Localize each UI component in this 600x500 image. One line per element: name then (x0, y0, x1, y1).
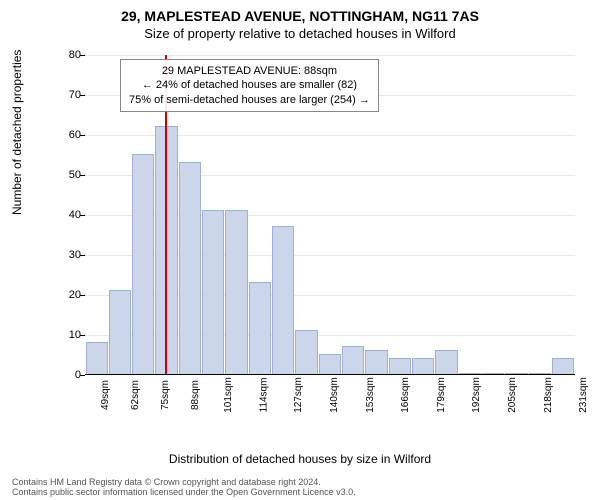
x-tick-label: 114sqm (258, 378, 269, 413)
histogram-bar (109, 290, 131, 374)
x-labels: 49sqm62sqm75sqm88sqm101sqm114sqm127sqm14… (85, 377, 575, 388)
y-tick-label: 50 (53, 169, 81, 181)
histogram-bar (435, 350, 457, 374)
copyright-notice: Contains HM Land Registry data © Crown c… (12, 477, 356, 497)
infobox-line3: 75% of semi-detached houses are larger (… (129, 93, 370, 107)
histogram-bar (389, 358, 411, 374)
x-tick-label: 127sqm (293, 377, 304, 413)
x-tick-label: 218sqm (542, 377, 553, 413)
histogram-bar (272, 226, 294, 374)
y-tick-label: 60 (53, 129, 81, 141)
x-tick-label: 192sqm (471, 377, 482, 413)
histogram-bar (86, 342, 108, 374)
histogram-bar (202, 210, 224, 374)
x-tick-label: 153sqm (364, 377, 375, 413)
chart-container: 29 MAPLESTEAD AVENUE: 88sqm ← 24% of det… (55, 55, 575, 415)
histogram-bar (552, 358, 574, 374)
histogram-bar (529, 373, 551, 374)
histogram-bar (295, 330, 317, 374)
histogram-bar (225, 210, 247, 374)
histogram-bar (249, 282, 271, 374)
x-tick-label: 88sqm (190, 380, 201, 410)
page-title: 29, MAPLESTEAD AVENUE, NOTTINGHAM, NG11 … (0, 0, 600, 24)
y-tick-label: 20 (53, 289, 81, 301)
y-tick-label: 70 (53, 89, 81, 101)
histogram-bar (179, 162, 201, 374)
x-tick-label: 140sqm (329, 377, 340, 413)
y-axis-title: Number of detached properties (10, 50, 24, 215)
y-tick-label: 0 (53, 369, 81, 381)
histogram-bar (505, 373, 527, 374)
histogram-bar (342, 346, 364, 374)
histogram-bar (482, 373, 504, 374)
y-tick-label: 30 (53, 249, 81, 261)
histogram-bar (365, 350, 387, 374)
x-tick-label: 205sqm (507, 377, 518, 413)
page-subtitle: Size of property relative to detached ho… (0, 26, 600, 41)
histogram-bar (319, 354, 341, 374)
histogram-bar (132, 154, 154, 374)
copyright-line1: Contains HM Land Registry data © Crown c… (12, 477, 356, 487)
infobox-line1: 29 MAPLESTEAD AVENUE: 88sqm (129, 64, 370, 78)
x-tick-label: 49sqm (100, 380, 111, 410)
y-tick-label: 40 (53, 209, 81, 221)
x-tick-label: 75sqm (160, 380, 171, 410)
copyright-line2: Contains public sector information licen… (12, 487, 356, 497)
x-tick-label: 166sqm (400, 377, 411, 413)
y-tick-label: 10 (53, 329, 81, 341)
histogram-bar (459, 373, 481, 374)
y-tick-label: 80 (53, 49, 81, 61)
x-tick-label: 101sqm (223, 377, 234, 413)
x-tick-label: 231sqm (578, 377, 589, 413)
x-axis-title: Distribution of detached houses by size … (0, 452, 600, 466)
histogram-bar (412, 358, 434, 374)
x-tick-label: 62sqm (130, 380, 141, 410)
infobox-line2: ← 24% of detached houses are smaller (82… (129, 78, 370, 92)
x-tick-label: 179sqm (436, 377, 447, 413)
plot-area: 29 MAPLESTEAD AVENUE: 88sqm ← 24% of det… (85, 55, 575, 375)
info-box: 29 MAPLESTEAD AVENUE: 88sqm ← 24% of det… (120, 59, 379, 112)
